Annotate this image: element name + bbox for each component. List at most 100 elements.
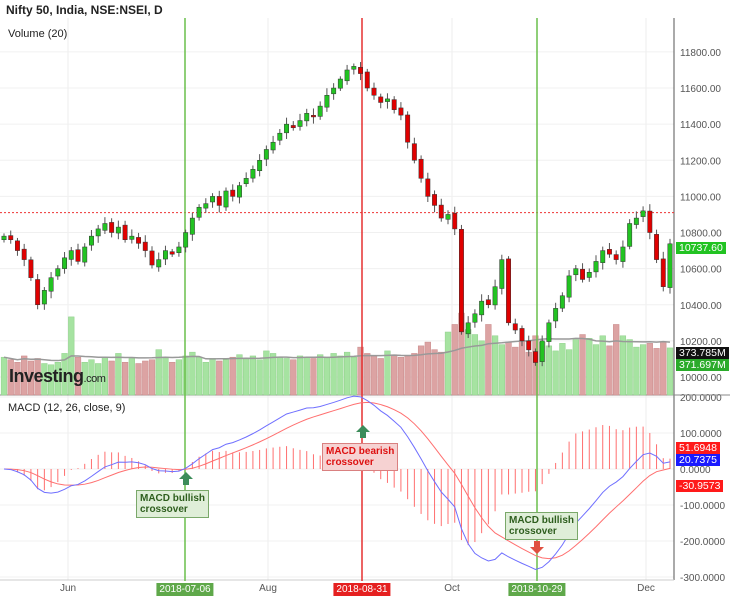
volume-bar — [195, 356, 203, 396]
volume-bar — [155, 349, 162, 396]
candle-body — [163, 250, 168, 260]
volume-bar — [135, 363, 142, 396]
volume-bar — [552, 350, 559, 396]
volume-bar — [303, 356, 310, 396]
candle-body — [62, 257, 67, 269]
volume-bar — [175, 359, 183, 396]
price-tick-label: 11600.00 — [680, 84, 721, 95]
volume-bar — [47, 364, 55, 396]
volume-bar — [545, 345, 553, 396]
candle-body — [169, 251, 175, 255]
last-price-tag: 10737.60 — [676, 242, 726, 254]
volume-tag: 373.785M — [676, 347, 729, 359]
candle-body — [459, 229, 464, 333]
candle-body — [75, 249, 81, 262]
volume-bar — [471, 334, 479, 396]
volume-bar — [666, 347, 674, 396]
candle-body — [68, 250, 74, 260]
volume-bar — [606, 345, 613, 396]
candle-body — [586, 272, 592, 278]
candle-body — [438, 204, 444, 219]
candle-body — [425, 178, 431, 197]
volume-bar — [7, 359, 14, 396]
volume-bar — [269, 353, 277, 396]
volume-bar — [95, 363, 102, 396]
candle-body — [398, 107, 404, 116]
candle-body — [196, 206, 202, 218]
volume-bar — [202, 361, 209, 396]
volume-bar — [592, 344, 600, 396]
candle-body — [324, 95, 330, 108]
volume-bar — [565, 349, 573, 396]
price-tick-label: 11800.00 — [680, 48, 721, 59]
macd-tick-label: -100.0000 — [680, 501, 725, 512]
volume-bar — [465, 329, 472, 396]
price-tick-label: 11200.00 — [680, 156, 721, 167]
volume-bar — [404, 355, 411, 396]
candle-body — [371, 87, 377, 96]
candle-body — [257, 160, 263, 172]
candle-body — [149, 250, 155, 266]
candle-body — [553, 308, 559, 322]
volume-bar — [249, 355, 257, 396]
candle-body — [311, 115, 316, 118]
volume-bar — [579, 334, 586, 396]
volume-bar — [572, 339, 579, 396]
volume-bar — [142, 360, 149, 396]
volume-bar — [444, 331, 452, 396]
candle-body — [351, 66, 357, 70]
volume-bar — [512, 346, 519, 396]
candle-body — [115, 226, 121, 234]
price-tick-label: 10400.00 — [680, 301, 722, 312]
candle-body — [210, 196, 215, 203]
volume-bar — [61, 353, 68, 396]
candle-body — [364, 71, 370, 89]
candle-body — [122, 224, 128, 240]
x-tick-aug: Aug — [259, 583, 277, 594]
price-tick-label: 10800.00 — [680, 229, 722, 240]
volume-bar — [633, 346, 640, 396]
candle-body — [546, 322, 552, 342]
volume-bar — [491, 335, 499, 396]
candle-body — [15, 240, 20, 251]
price-tick-label: 10200.00 — [680, 337, 722, 348]
volume-bar — [128, 358, 135, 396]
candle-body — [492, 286, 498, 306]
macd-label: MACD (12, 26, close, 9) — [8, 402, 126, 414]
volume-bar — [660, 341, 667, 396]
candle-body — [654, 234, 659, 260]
candle-body — [640, 210, 646, 217]
candle-body — [559, 295, 565, 309]
volume-bar — [310, 358, 317, 396]
volume-bar — [276, 356, 283, 396]
x-tick-jun: Jun — [59, 583, 77, 594]
candle-body — [95, 228, 101, 237]
volume-bar — [162, 356, 169, 396]
volume-bar — [41, 363, 48, 396]
volume-bar — [599, 335, 606, 396]
candle-body — [35, 279, 41, 306]
volume-bar — [121, 361, 129, 396]
candle-body — [142, 241, 148, 251]
volume-bar — [411, 353, 418, 396]
x-tick-2018-10-29: 2018-10-29 — [508, 583, 566, 596]
volume-bar — [236, 354, 243, 396]
volume-bar — [108, 360, 115, 396]
candle-body — [337, 78, 343, 89]
macd-tick-label: 200.0000 — [680, 393, 722, 404]
volume-bar — [209, 358, 216, 396]
candle-body — [512, 323, 518, 331]
volume-bar — [498, 344, 505, 396]
candle-body — [109, 222, 115, 233]
candle-body — [385, 98, 390, 102]
candle-body — [445, 214, 451, 220]
candle-body — [263, 149, 269, 160]
volume-bar — [485, 324, 492, 396]
volume-bar — [613, 324, 620, 396]
candle-body — [405, 114, 411, 143]
candle-body — [156, 259, 162, 268]
volume-bar — [626, 339, 633, 396]
candle-body — [331, 87, 337, 95]
